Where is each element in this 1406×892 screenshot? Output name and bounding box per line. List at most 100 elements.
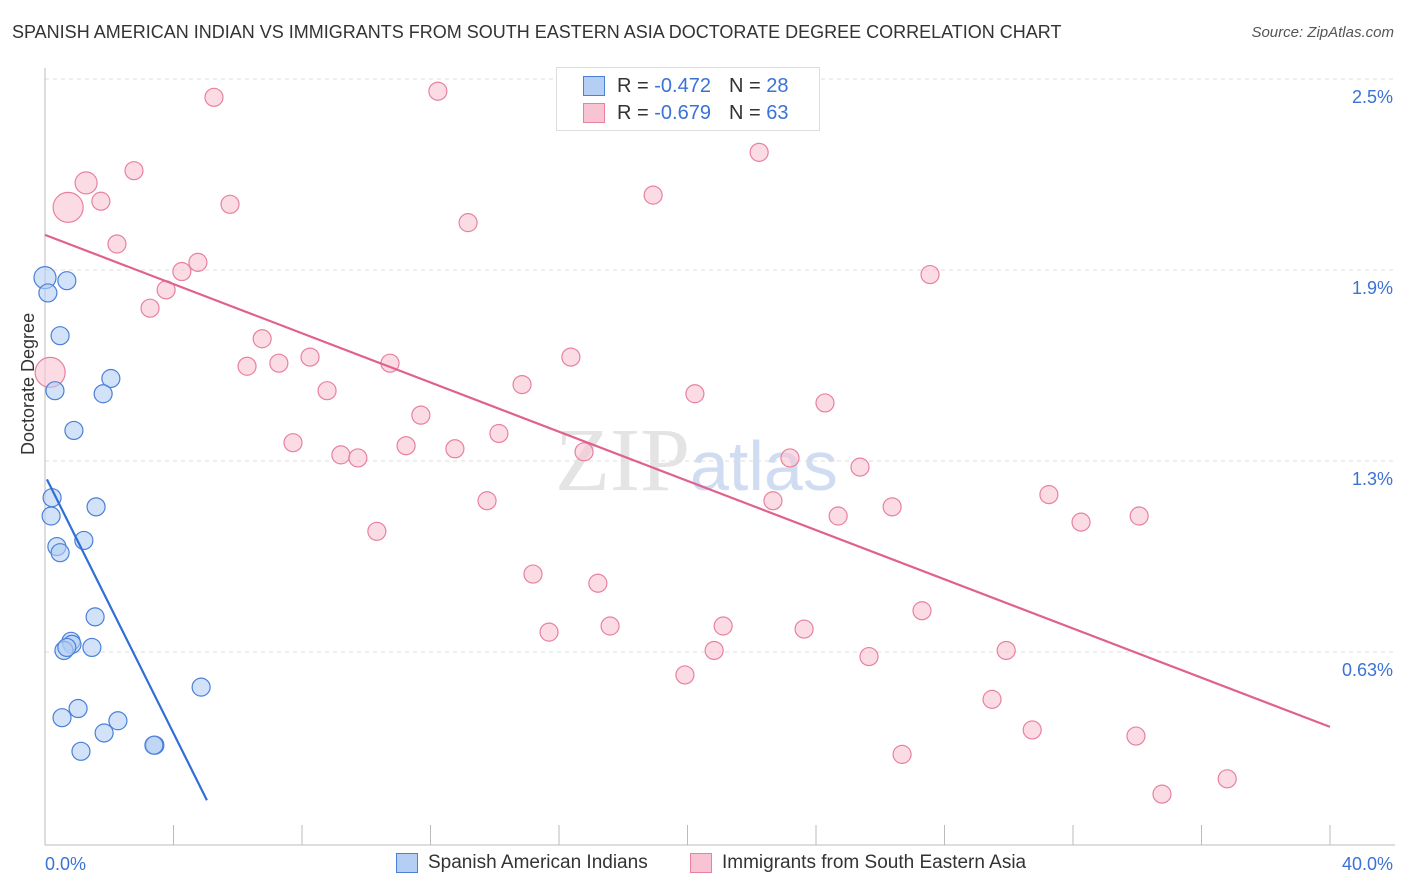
blue-swatch-icon [396,853,418,873]
pink-data-point [912,601,932,621]
pink-data-point [996,640,1016,661]
pink-data-point [920,264,940,285]
pink-data-point [220,194,240,214]
n-value: 63 [766,101,789,124]
pink-data-point [237,356,257,376]
pink-data-point [539,622,559,642]
pink-data-point [107,234,127,254]
blue-data-point [191,677,211,697]
pink-swatch-icon [690,853,712,873]
pink-data-point [283,433,303,453]
x-tick-label: 0.0% [45,854,86,874]
pink-data-point [348,448,368,468]
bottom-legend-blue: Spanish American Indians [396,852,648,874]
pink-data-point [1071,512,1091,532]
pink-data-point [1217,769,1237,789]
legend-label: Spanish American Indians [428,852,648,873]
r-label: R = [617,101,649,124]
pink-data-point [300,347,320,367]
pink-data-point [574,442,594,462]
pink-data-point [850,457,870,477]
pink-data-point [704,640,724,661]
pink-data-point [780,448,800,468]
pink-data-point [828,506,848,526]
pink-data-point [512,375,532,395]
blue-data-point [57,271,77,291]
pink-data-point [204,87,224,107]
pink-data-point [600,616,620,636]
blue-data-point [71,741,91,761]
pink-data-point [982,689,1002,709]
pink-data-point [523,564,543,584]
pink-data-point [331,445,351,465]
blue-data-point [57,637,77,658]
pink-data-point [124,161,144,181]
blue-data-point [64,420,84,441]
legend-row-blue: R = -0.472 N = 28 [583,74,788,98]
blue-data-point [101,368,121,389]
blue-data-point [68,698,88,719]
pink-data-point [749,142,769,162]
y-tick-label: 1.9% [1352,278,1393,298]
pink-data-point [411,405,431,425]
legend-box: R = -0.472 N = 28 R = -0.679 N = 63 [556,67,820,131]
blue-data-point [93,384,113,404]
pink-data-point [74,171,98,195]
pink-data-point [445,439,465,459]
pink-data-point [1129,506,1149,526]
source-label: Source: ZipAtlas.com [1251,24,1394,41]
blue-data-point [50,326,70,346]
r-value: -0.472 [654,74,711,97]
pink-data-point [52,191,84,223]
pink-data-point [317,381,337,401]
y-tick-label: 1.3% [1352,469,1393,489]
pink-data-point [1039,485,1059,505]
n-label: N = [728,74,761,97]
pink-data-point [794,619,814,639]
y-tick-label: 2.5% [1352,87,1393,107]
pink-data-point [172,261,192,282]
pink-data-point [859,646,879,667]
pink-data-point [588,573,608,593]
pink-data-point [396,436,416,456]
blue-data-point [85,607,105,627]
pink-data-point [140,298,160,318]
pink-data-point [252,329,272,349]
blue-data-point [41,506,61,526]
pink-data-point [1126,726,1146,746]
pink-data-point [91,191,111,211]
bottom-legend-pink: Immigrants from South Eastern Asia [690,852,1026,874]
blue-data-point [82,637,102,658]
y-tick-label: 0.63% [1342,660,1393,680]
blue-swatch-icon [583,76,605,96]
pink-data-point [477,491,497,511]
pink-swatch-icon [583,103,605,123]
pink-data-point [458,213,478,233]
pink-data-point [367,521,387,541]
blue-data-point [52,708,72,728]
chart-title: SPANISH AMERICAN INDIAN VS IMMIGRANTS FR… [12,22,1062,42]
blue-data-point [144,735,164,755]
pink-data-point [269,353,289,373]
blue-data-point [45,381,65,401]
pink-data-point [763,491,783,511]
pink-data-point [892,744,912,764]
pink-data-point [643,185,663,205]
pink-data-point [685,384,705,404]
pink-data-point [882,497,902,517]
blue-data-point [86,497,106,517]
blue-data-point [38,283,58,303]
legend-label: Immigrants from South Eastern Asia [722,852,1027,873]
pink-data-point [675,665,695,685]
legend-row-pink: R = -0.679 N = 63 [583,101,788,125]
pink-data-point [561,347,581,367]
pink-data-point [815,393,835,413]
pink-data-point [428,81,448,101]
blue-data-point [108,711,128,731]
pink-data-point [489,423,509,444]
x-tick-label: 40.0% [1342,854,1393,874]
blue-data-point [94,723,114,743]
n-label: N = [728,101,761,124]
r-value: -0.679 [654,101,711,124]
